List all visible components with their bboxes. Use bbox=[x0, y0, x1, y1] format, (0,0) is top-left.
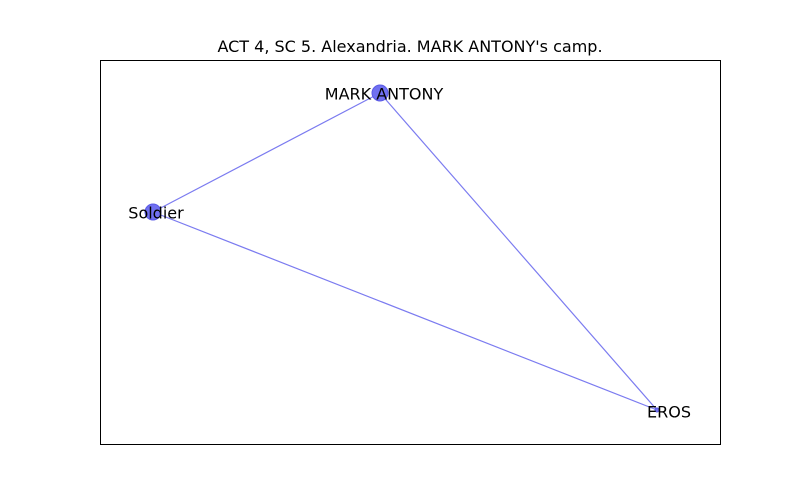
nodes-layer bbox=[144, 84, 660, 413]
node-label-mark-antony: MARK ANTONY bbox=[325, 85, 444, 104]
node-label-soldier: Soldier bbox=[128, 204, 184, 223]
node-label-eros: EROS bbox=[647, 403, 691, 422]
edge-mark-antony-eros bbox=[379, 92, 658, 411]
node-eros bbox=[654, 407, 660, 413]
edges-layer bbox=[152, 92, 658, 411]
edge-mark-antony-soldier bbox=[152, 92, 381, 213]
edge-soldier-eros bbox=[152, 211, 658, 411]
node-soldier bbox=[144, 203, 162, 221]
diagram-title: ACT 4, SC 5. Alexandria. MARK ANTONY's c… bbox=[217, 37, 602, 56]
plot-frame bbox=[100, 60, 721, 445]
labels-layer: MARK ANTONY Soldier EROS bbox=[128, 85, 691, 422]
node-mark-antony bbox=[371, 84, 389, 102]
